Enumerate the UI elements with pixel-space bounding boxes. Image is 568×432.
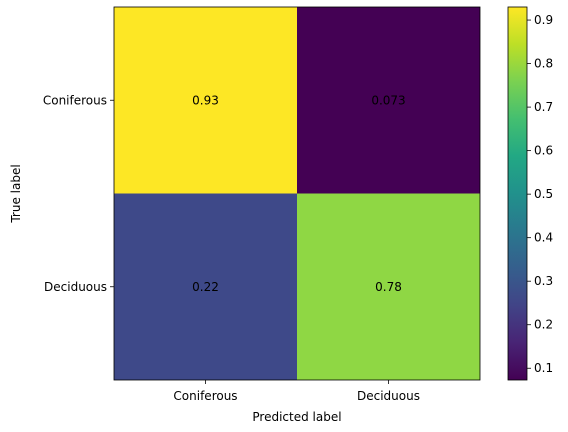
cell-value-labels: 0.93 0.073 0.22 0.78 [192,93,406,294]
heatmap-cell [114,7,297,194]
colorbar-gradient [507,6,528,381]
colorbar-tick-label: 0.1 [534,361,553,375]
x-tick-label: Coniferous [173,389,237,403]
cell-value-label: 0.78 [375,280,402,294]
y-tick-label: Deciduous [44,280,107,294]
colorbar-tick-label: 0.9 [534,13,553,27]
y-axis-label: True label [9,164,23,223]
heatmap-cells [114,7,480,380]
colorbar-tick-label: 0.8 [534,57,553,71]
colorbar-tick-label: 0.5 [534,187,553,201]
colorbar-tick-label: 0.7 [534,100,553,114]
x-axis: Coniferous Deciduous [173,380,420,403]
heatmap-cell [297,193,480,380]
colorbar-tick-label: 0.4 [534,231,553,245]
cell-value-label: 0.93 [192,93,219,107]
x-tick-label: Deciduous [357,389,420,403]
colorbar-ticks: 0.1 0.2 0.3 0.4 0.5 0.6 0.7 0.8 0.9 [527,13,553,375]
heatmap-cell [297,7,480,194]
colorbar-tick-label: 0.3 [534,274,553,288]
cell-value-label: 0.073 [371,93,405,107]
plot-frame [113,6,481,381]
cell-value-label: 0.22 [192,280,219,294]
colorbar: 0.1 0.2 0.3 0.4 0.5 0.6 0.7 0.8 0.9 [507,6,553,381]
colorbar-tick-label: 0.6 [534,144,553,158]
y-tick-label: Coniferous [43,93,107,107]
x-axis-label: Predicted label [252,410,341,424]
heatmap-cell [114,193,297,380]
colorbar-tick-label: 0.2 [534,318,553,332]
y-axis: Coniferous Deciduous [43,93,114,294]
